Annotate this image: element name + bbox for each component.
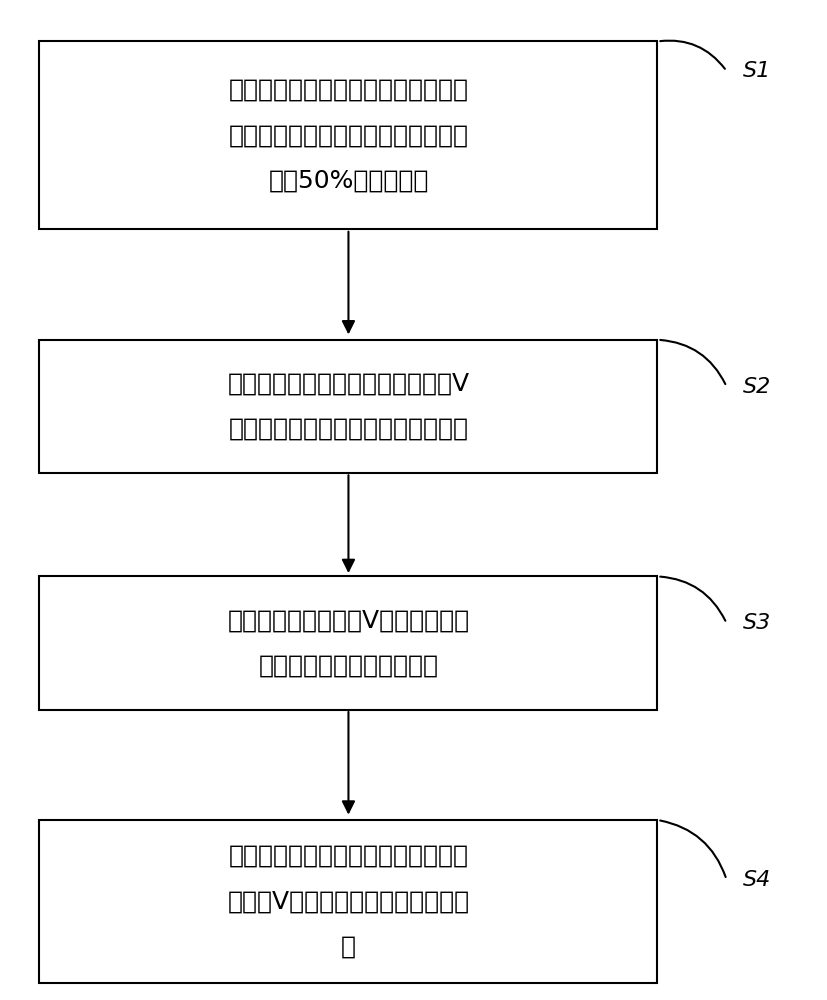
- Text: S3: S3: [743, 613, 771, 633]
- Text: S4: S4: [743, 870, 771, 890]
- Text: 表面污秽颗粒碰撞系数之比: 表面污秽颗粒碰撞系数之比: [259, 654, 438, 678]
- Text: 采集目标输电线路的环境参数，并基: 采集目标输电线路的环境参数，并基: [228, 78, 468, 102]
- Text: 型串绍缘子的表面污秽颗粒碰撞系数: 型串绍缘子的表面污秽颗粒碰撞系数: [228, 417, 468, 441]
- Text: 确定出V型串绍缘子的污秽等级目标: 确定出V型串绍缘子的污秽等级目标: [227, 889, 470, 913]
- Text: 于环境参数确定各个环境参数的单位: 于环境参数确定各个环境参数的单位: [228, 123, 468, 147]
- Text: S2: S2: [743, 377, 771, 397]
- Bar: [40, 820, 657, 983]
- Text: 值: 值: [341, 935, 356, 959]
- Bar: [40, 340, 657, 473]
- Text: 基于环境参数确定悬垂串绍缘子和V: 基于环境参数确定悬垂串绍缘子和V: [227, 372, 470, 396]
- Bar: [40, 41, 657, 229]
- Text: 基于悬垂串绍缘子的污秽等级目标值: 基于悬垂串绍缘子的污秽等级目标值: [228, 844, 468, 868]
- Text: 确定悬垂串绍缘子和V型串绍缘子的: 确定悬垂串绍缘子和V型串绍缘子的: [227, 608, 470, 632]
- Bar: [40, 576, 657, 710]
- Text: S1: S1: [743, 61, 771, 81]
- Text: 时间50%概率分布值: 时间50%概率分布值: [268, 168, 428, 192]
